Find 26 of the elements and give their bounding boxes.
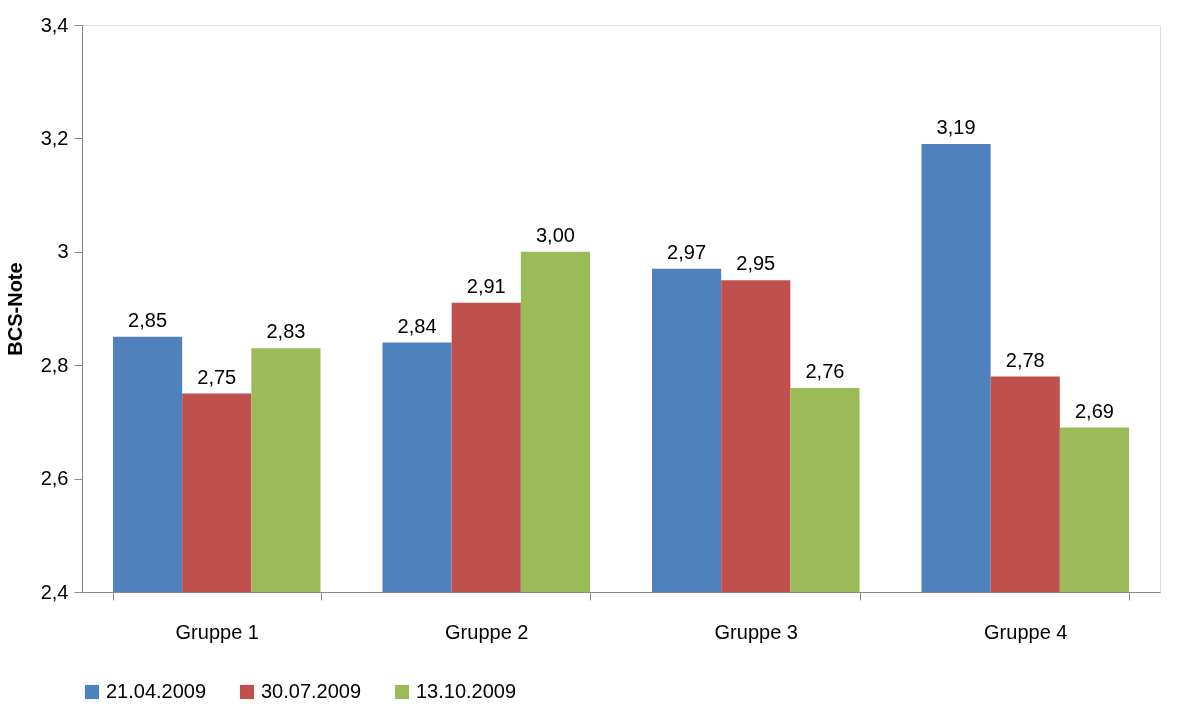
x-tick-label: Gruppe 2 [445, 620, 529, 643]
x-tick-label: Gruppe 4 [984, 620, 1068, 643]
data-label: 2,84 [397, 314, 437, 337]
data-label: 2,85 [128, 308, 168, 331]
legend-label: 21.04.2009 [106, 680, 207, 702]
legend-label: 30.07.2009 [261, 680, 362, 702]
y-tick-label: 3,2 [40, 126, 69, 149]
legend-label: 13.10.2009 [416, 680, 517, 702]
x-tick-label: Gruppe 1 [175, 620, 259, 643]
y-tick-label: 2,8 [40, 353, 69, 376]
data-label: 2,69 [1074, 399, 1114, 422]
data-label: 2,76 [805, 359, 845, 382]
data-label: 2,78 [1005, 348, 1045, 371]
y-tick-label: 2,4 [40, 580, 69, 603]
x-tick-label: Gruppe 3 [714, 620, 798, 643]
data-label: 3,19 [936, 116, 976, 139]
y-axis-title: BCS-Note [3, 262, 26, 356]
data-label: 2,91 [466, 274, 506, 297]
y-tick-label: 2,6 [40, 467, 69, 490]
data-label: 2,95 [736, 252, 776, 275]
data-label: 3,00 [535, 223, 575, 246]
data-label: 2,75 [197, 365, 237, 388]
y-tick-label: 3,4 [40, 13, 69, 36]
data-label: 2,83 [266, 320, 306, 343]
y-tick-label: 3 [57, 240, 69, 263]
data-label: 2,97 [667, 240, 707, 263]
